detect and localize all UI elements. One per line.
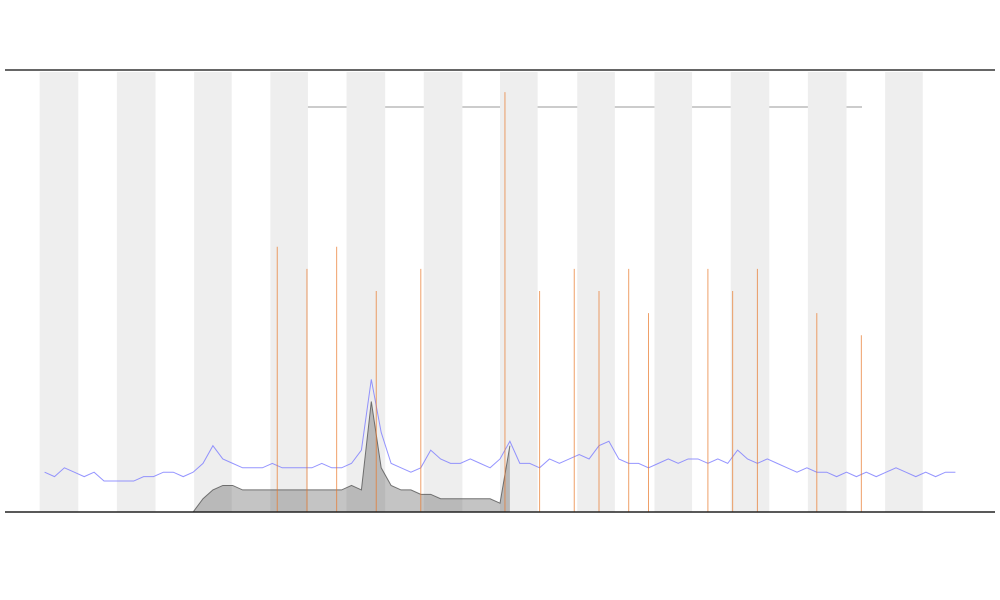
shaded-range — [194, 72, 232, 512]
shaded-range — [654, 72, 693, 512]
plot — [44, 92, 956, 513]
shaded-range — [885, 72, 923, 512]
shaded-range — [423, 72, 463, 512]
bands — [39, 72, 923, 512]
shaded-range — [577, 72, 615, 512]
shaded-range — [346, 72, 386, 512]
series-line — [44, 379, 956, 482]
shaded-range — [39, 72, 79, 512]
shaded-range — [116, 72, 156, 512]
shaded-range — [807, 72, 847, 512]
series-line — [192, 401, 511, 513]
shaded-range — [500, 72, 538, 512]
shaded-range — [270, 72, 308, 512]
shaded-range — [730, 72, 770, 512]
area — [193, 401, 510, 512]
